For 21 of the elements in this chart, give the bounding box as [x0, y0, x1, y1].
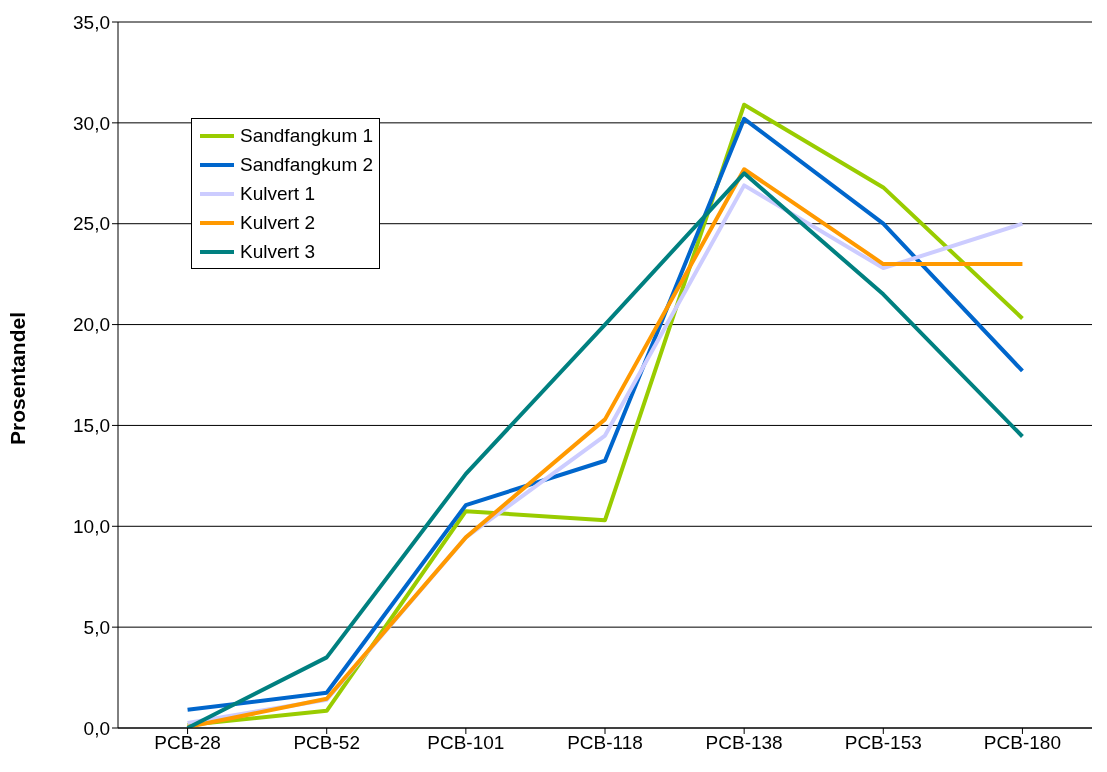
legend-label: Kulvert 1 [240, 182, 315, 205]
x-tick-label: PCB-153 [844, 732, 922, 754]
legend-label: Kulvert 3 [240, 240, 315, 263]
y-tick-label: 25,0 [73, 213, 110, 235]
x-tick-label: PCB-118 [567, 732, 643, 754]
y-tick-label: 0,0 [83, 717, 110, 739]
y-tick-label: 20,0 [73, 314, 110, 336]
y-tick-label: 15,0 [73, 415, 110, 437]
y-tick-label: 10,0 [73, 516, 110, 538]
x-tick-label: PCB-180 [983, 732, 1061, 754]
legend-label: Sandfangkum 1 [240, 124, 374, 147]
x-tick-label: PCB-28 [154, 732, 221, 754]
legend-label: Sandfangkum 2 [240, 153, 374, 176]
y-axis-title: Prosentandel [6, 311, 30, 445]
legend-label: Kulvert 2 [240, 211, 315, 234]
y-tick-label: 5,0 [83, 616, 110, 638]
x-tick-label: PCB-52 [293, 732, 360, 754]
x-tick-label: PCB-101 [427, 732, 505, 754]
x-tick-label: PCB-138 [705, 732, 783, 754]
y-tick-label: 35,0 [73, 11, 110, 33]
y-tick-label: 30,0 [73, 112, 110, 134]
